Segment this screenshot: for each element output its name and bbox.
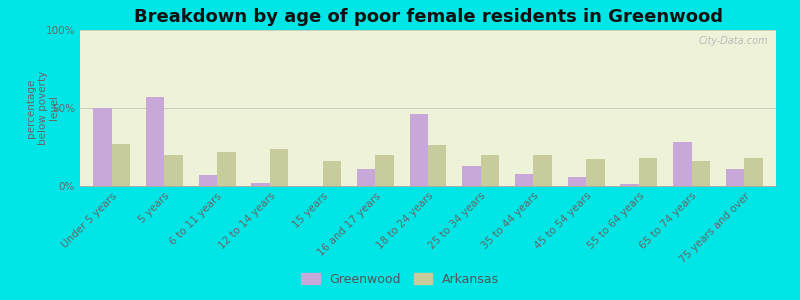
Bar <box>726 169 744 186</box>
Bar <box>93 108 112 186</box>
Bar <box>621 184 639 186</box>
Bar <box>217 152 235 186</box>
Bar <box>744 158 763 186</box>
Bar <box>357 169 375 186</box>
Bar <box>164 155 183 186</box>
Bar <box>639 158 658 186</box>
Legend: Greenwood, Arkansas: Greenwood, Arkansas <box>296 268 504 291</box>
Bar <box>322 161 341 186</box>
Bar <box>410 114 428 186</box>
Bar <box>375 155 394 186</box>
Bar <box>692 161 710 186</box>
Bar <box>198 175 217 186</box>
Bar <box>481 155 499 186</box>
Bar <box>428 146 446 186</box>
Bar <box>534 155 552 186</box>
Bar <box>515 173 534 186</box>
Bar <box>251 183 270 186</box>
Bar <box>568 177 586 186</box>
Title: Breakdown by age of poor female residents in Greenwood: Breakdown by age of poor female resident… <box>134 8 722 26</box>
Y-axis label: percentage
below poverty
level: percentage below poverty level <box>26 71 59 145</box>
Bar <box>112 144 130 186</box>
Bar <box>270 148 288 186</box>
Bar <box>673 142 692 186</box>
Bar <box>586 160 605 186</box>
Bar <box>462 166 481 186</box>
Bar <box>146 97 164 186</box>
Text: City-Data.com: City-Data.com <box>698 36 768 46</box>
